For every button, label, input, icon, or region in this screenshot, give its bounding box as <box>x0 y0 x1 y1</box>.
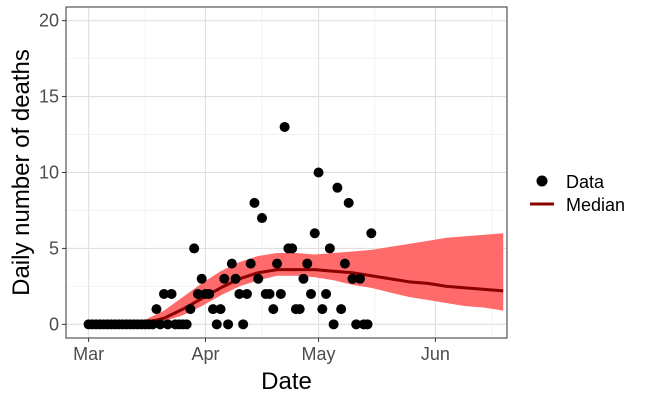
legend-data-key <box>536 175 548 187</box>
x-tick-label: Jun <box>421 344 450 364</box>
data-point <box>257 213 267 224</box>
data-point <box>223 319 234 330</box>
data-point <box>215 304 226 315</box>
data-point <box>151 304 162 315</box>
median-line-group <box>88 268 504 326</box>
data-point <box>249 197 260 208</box>
data-point <box>189 243 200 254</box>
y-axis-title: Daily number of deaths <box>8 49 35 296</box>
median-line <box>88 268 504 326</box>
data-point <box>241 288 252 299</box>
data-point <box>245 258 256 269</box>
data-point <box>279 121 290 132</box>
credible-interval-area <box>126 233 504 325</box>
data-point <box>226 258 237 269</box>
data-point <box>147 319 158 330</box>
data-point <box>155 319 166 330</box>
data-point <box>313 167 324 178</box>
data-point <box>339 258 350 269</box>
y-tick-label: 20 <box>39 11 59 31</box>
data-point <box>166 288 177 299</box>
legend-data-label: Data <box>566 172 605 192</box>
data-point <box>362 319 373 330</box>
data-point <box>324 243 335 254</box>
data-point <box>355 273 365 284</box>
data-point <box>321 288 332 299</box>
data-point <box>181 319 192 330</box>
data-point <box>230 273 241 284</box>
x-tick-label: May <box>302 344 336 364</box>
data-point <box>234 288 245 299</box>
data-point <box>298 273 309 284</box>
data-point <box>294 304 305 315</box>
data-point <box>272 258 283 269</box>
data-point <box>268 304 279 315</box>
data-point <box>317 304 328 315</box>
data-point <box>204 288 215 299</box>
data-point <box>238 319 249 330</box>
data-point <box>351 319 362 330</box>
data-point <box>196 273 207 284</box>
data-point <box>159 288 169 299</box>
legend: Data Median <box>530 172 625 215</box>
data-point <box>275 288 286 299</box>
data-point <box>332 182 343 193</box>
data-point <box>162 319 173 330</box>
data-point <box>347 273 358 284</box>
data-point <box>309 228 320 239</box>
y-tick-label: 15 <box>39 87 59 107</box>
x-tick-label: Mar <box>73 344 104 364</box>
y-tick-label: 5 <box>49 238 59 258</box>
data-point <box>302 258 313 269</box>
legend-median-label: Median <box>566 195 625 215</box>
x-axis-title: Date <box>261 368 312 395</box>
data-point <box>336 304 347 315</box>
y-tick-label: 10 <box>39 163 59 183</box>
data-point <box>192 288 203 299</box>
data-point <box>328 319 339 330</box>
data-point <box>287 243 298 254</box>
data-point <box>366 228 377 239</box>
x-axis-ticks: Mar Apr May Jun <box>73 338 450 364</box>
data-point <box>208 304 218 315</box>
y-axis-ticks: 0 5 10 15 20 <box>39 11 66 334</box>
x-tick-label: Apr <box>191 344 219 364</box>
y-tick-label: 0 <box>49 314 59 334</box>
data-point <box>219 273 230 284</box>
data-point <box>343 197 354 208</box>
data-point <box>211 319 222 330</box>
data-point <box>185 304 196 315</box>
data-points <box>83 121 377 330</box>
credible-interval-band <box>126 233 504 325</box>
data-point <box>253 273 264 284</box>
data-point <box>306 288 316 299</box>
data-point <box>264 288 275 299</box>
